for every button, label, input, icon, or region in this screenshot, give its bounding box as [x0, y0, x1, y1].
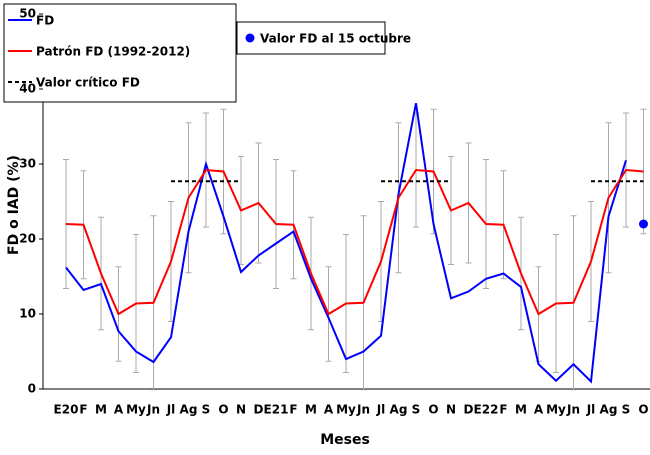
x-tick-label: My	[336, 403, 356, 417]
y-axis-label: FD o IAD (%)	[6, 155, 22, 255]
legend-box	[3, 3, 237, 103]
x-tick-label: N	[446, 403, 456, 417]
x-tick-label: M	[305, 403, 317, 417]
y-tick-label: 50	[19, 7, 36, 21]
x-tick-label: E21	[264, 403, 289, 417]
line	[65, 168, 644, 316]
x-tick-label: S	[202, 403, 211, 417]
y-tick-label: 0	[28, 382, 36, 396]
x-tick-label: M	[95, 403, 107, 417]
x-tick-label: O	[218, 403, 228, 417]
legend-label: Valor crítico FD	[36, 76, 140, 90]
x-tick-label: Jl	[586, 403, 596, 417]
x-tick-label: F	[499, 403, 507, 417]
x-tick-label: Jn	[356, 403, 370, 417]
x-tick-label: Jn	[146, 403, 160, 417]
x-tick-label: F	[289, 403, 297, 417]
x-tick-label: D	[464, 403, 474, 417]
y-tick-label: 30	[19, 157, 36, 171]
legend-box	[236, 21, 386, 55]
x-tick-label: Ag	[390, 403, 408, 417]
x-tick-label: M	[515, 403, 527, 417]
x-tick-label: A	[324, 403, 334, 417]
legend-label: FD	[36, 14, 54, 28]
x-tick-label: A	[114, 403, 124, 417]
x-tick-label: O	[428, 403, 438, 417]
y-tick-label: 10	[19, 307, 36, 321]
x-tick-label: Jl	[166, 403, 176, 417]
x-tick-label: N	[236, 403, 246, 417]
x-tick-label: A	[534, 403, 544, 417]
x-tick-label: Ag	[180, 403, 198, 417]
x-tick-label: O	[638, 403, 648, 417]
x-tick-label: My	[546, 403, 566, 417]
x-axis-label: Meses	[320, 432, 370, 448]
x-tick-label: S	[622, 403, 631, 417]
x-tick-label: My	[126, 403, 146, 417]
x-tick-label: S	[412, 403, 421, 417]
x-tick-label: E20	[54, 403, 79, 417]
x-tick-label: E22	[474, 403, 499, 417]
legend-marker	[245, 33, 255, 43]
y-tick-label: 20	[19, 232, 36, 246]
x-tick-label: D	[254, 403, 264, 417]
legend-label: Valor FD al 15 octubre	[260, 32, 411, 46]
legend-label: Patrón FD (1992-2012)	[36, 45, 190, 59]
x-tick-label: Jn	[566, 403, 580, 417]
x-tick-label: Jl	[376, 403, 386, 417]
point	[639, 219, 648, 229]
x-tick-label: Ag	[600, 403, 618, 417]
x-tick-label: F	[79, 403, 87, 417]
line	[65, 103, 627, 384]
y-tick-label: 40	[19, 82, 36, 96]
